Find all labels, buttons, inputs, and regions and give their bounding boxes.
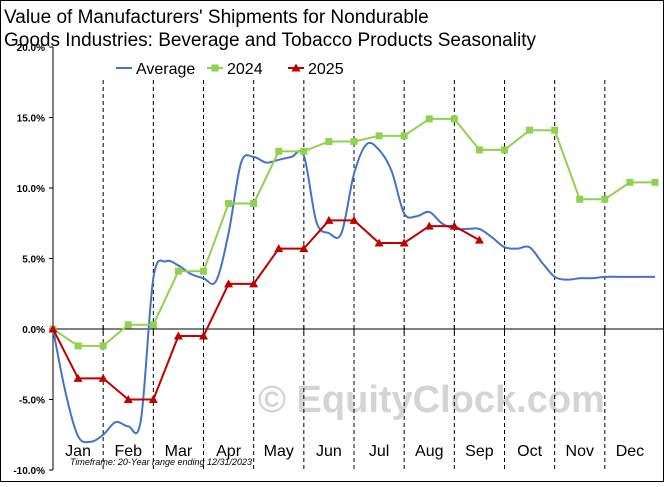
data-point bbox=[425, 115, 433, 123]
data-point bbox=[526, 126, 534, 134]
legend-label: Average bbox=[136, 61, 195, 78]
data-point bbox=[275, 147, 283, 155]
x-tick-label: Mar bbox=[165, 443, 193, 460]
data-point bbox=[449, 221, 459, 230]
data-point bbox=[375, 132, 383, 140]
data-point bbox=[274, 244, 284, 253]
data-point bbox=[475, 146, 483, 154]
chart-title-line: Goods Industries: Beverage and Tobacco P… bbox=[4, 30, 536, 51]
data-point bbox=[300, 147, 308, 155]
data-point bbox=[199, 331, 208, 340]
x-tick-label: Apr bbox=[216, 443, 242, 460]
data-point bbox=[576, 195, 584, 203]
data-point bbox=[250, 200, 258, 208]
x-tick-label: Jun bbox=[316, 443, 342, 460]
data-point bbox=[148, 395, 158, 403]
data-point bbox=[74, 342, 82, 350]
chart-title-line: Value of Manufacturers' Shipments for No… bbox=[4, 7, 429, 28]
data-point bbox=[249, 279, 259, 288]
y-tick-label: -10.0% bbox=[13, 466, 45, 477]
legend-label: 2025 bbox=[308, 61, 344, 78]
data-point bbox=[424, 221, 434, 230]
legend-item-average: Average bbox=[116, 61, 195, 78]
data-point bbox=[324, 215, 334, 224]
data-point bbox=[48, 324, 58, 333]
y-tick-label: 10.0% bbox=[17, 184, 45, 195]
data-point bbox=[651, 178, 659, 186]
footnote: Timeframe: 20-Year range ending 12/31/20… bbox=[70, 457, 252, 467]
data-point bbox=[501, 146, 508, 154]
legend-label: 2024 bbox=[227, 61, 263, 78]
x-tick-label: May bbox=[264, 443, 294, 460]
series-2025 bbox=[48, 215, 484, 403]
y-tick-label: 15.0% bbox=[17, 114, 45, 125]
data-point bbox=[99, 342, 107, 350]
chart-title: Value of Manufacturers' Shipments for No… bbox=[4, 7, 536, 51]
watermark-text: © EquityClock.com bbox=[258, 379, 605, 421]
data-point bbox=[350, 137, 358, 145]
y-tick-label: 20.0% bbox=[17, 43, 45, 54]
data-point bbox=[98, 373, 108, 382]
x-tick-label: Jul bbox=[369, 443, 389, 460]
x-tick-label: Sep bbox=[465, 443, 494, 460]
x-tick-label: Oct bbox=[517, 443, 542, 460]
data-point bbox=[299, 244, 309, 253]
gridlines bbox=[102, 80, 606, 470]
footnote-text: Timeframe: 20-Year range ending 12/31/20… bbox=[70, 457, 252, 467]
x-tick-label: Jan bbox=[65, 443, 91, 460]
data-point bbox=[224, 279, 234, 288]
data-point bbox=[474, 235, 484, 244]
series-line bbox=[52, 141, 655, 444]
legend-item-2024: 2024 bbox=[207, 61, 263, 78]
data-point bbox=[124, 321, 132, 329]
data-point bbox=[149, 321, 157, 329]
series-2024 bbox=[49, 115, 659, 350]
y-tick-label: 5.0% bbox=[22, 255, 45, 266]
data-point bbox=[450, 115, 458, 123]
data-point bbox=[225, 200, 233, 208]
data-point bbox=[200, 267, 207, 275]
watermark-layer: © EquityClock.com bbox=[258, 379, 605, 421]
data-point bbox=[601, 195, 609, 203]
series-average bbox=[52, 141, 655, 444]
series-line bbox=[52, 219, 480, 401]
data-point bbox=[374, 238, 384, 247]
data-point bbox=[123, 395, 133, 403]
data-point bbox=[73, 373, 83, 382]
x-tick-label: Nov bbox=[566, 443, 594, 460]
x-tick-label: Aug bbox=[415, 443, 443, 460]
data-point bbox=[626, 178, 634, 186]
data-point bbox=[174, 267, 182, 275]
data-point bbox=[400, 132, 408, 140]
x-tick-label: Feb bbox=[114, 443, 142, 460]
y-tick-label: -5.0% bbox=[19, 396, 45, 407]
data-point bbox=[173, 331, 183, 340]
legend-item-2025: 2025 bbox=[288, 61, 344, 78]
data-point bbox=[399, 238, 409, 247]
data-point bbox=[349, 215, 359, 224]
data-point bbox=[551, 126, 559, 134]
y-tick-label: 0.0% bbox=[22, 325, 45, 336]
series-layer bbox=[48, 115, 659, 444]
data-point bbox=[211, 64, 219, 72]
axes: 20.0% 15.0% 10.0% 5.0% 0.0% -5.0% -10.0% Jan Feb… bbox=[13, 43, 664, 477]
data-point bbox=[325, 137, 333, 145]
x-tick-label: Dec bbox=[616, 443, 644, 460]
legend: Average 2024 2025 bbox=[116, 61, 344, 78]
data-point bbox=[291, 63, 301, 72]
